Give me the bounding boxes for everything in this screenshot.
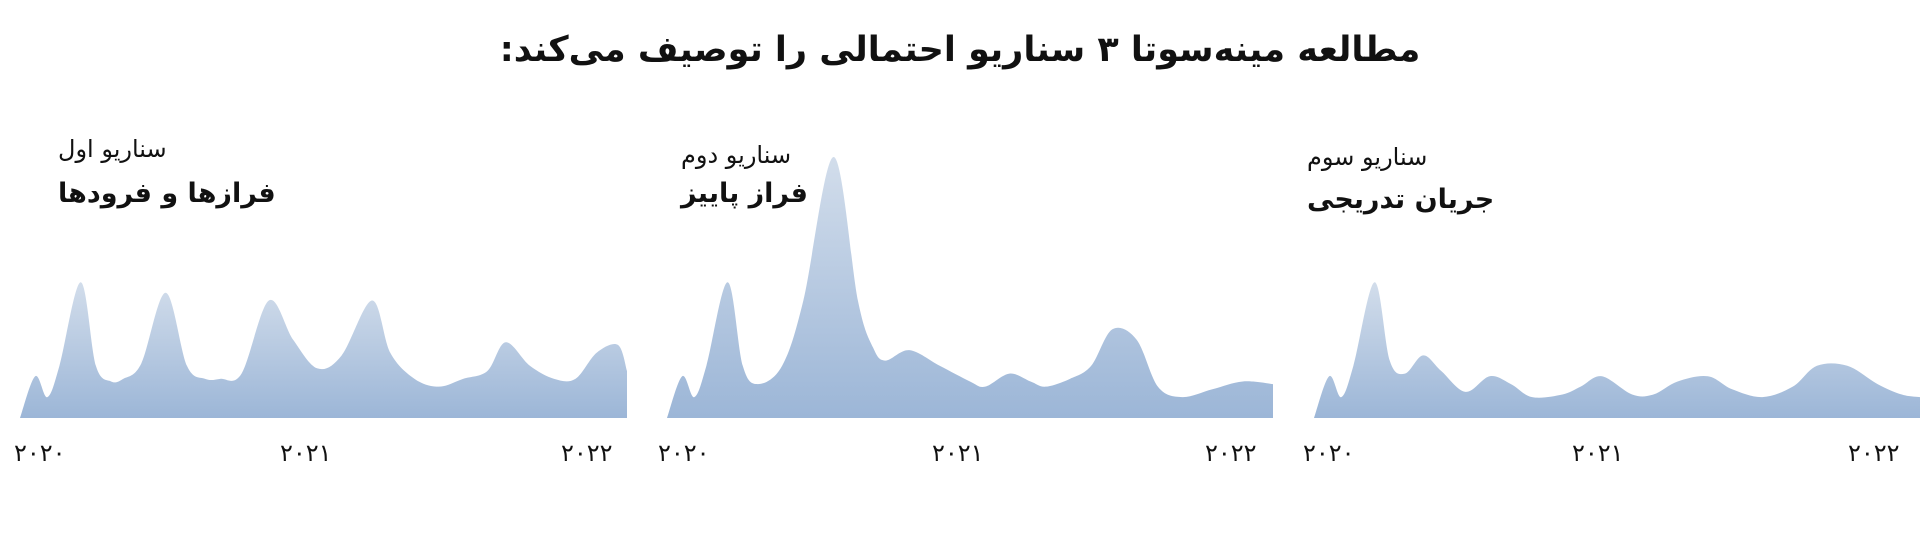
scenario-2-tick-2020: ۲۰۲۰ xyxy=(658,439,710,467)
scenario-3-area xyxy=(1314,282,1920,418)
scenario-3-tick-2020: ۲۰۲۰ xyxy=(1303,439,1355,467)
scenario-2-tick-2021: ۲۰۲۱ xyxy=(932,439,984,467)
scenario-2-subtitle: سناریو دوم xyxy=(681,141,792,169)
scenario-2-tick-2022: ۲۰۲۲ xyxy=(1205,439,1257,467)
scenario-3-name: جریان تدریجی xyxy=(1307,184,1495,215)
scenario-1-subtitle: سناریو اول xyxy=(58,135,167,163)
scenario-3-tick-2021: ۲۰۲۱ xyxy=(1572,439,1624,467)
scenario-1-tick-2021: ۲۰۲۱ xyxy=(280,439,332,467)
scenario-2-area xyxy=(667,157,1273,418)
scenario-1-name: فرازها و فرودها xyxy=(58,178,276,209)
scenario-3-subtitle: سناریو سوم xyxy=(1307,143,1428,171)
scenario-1-area xyxy=(20,282,627,418)
scenario-1-tick-2022: ۲۰۲۲ xyxy=(561,439,613,467)
scenario-2-name: فراز پاییز xyxy=(681,178,808,209)
page-title: مطالعه مینه‌سوتا ۳ سناریو احتمالی را توص… xyxy=(499,30,1421,70)
scenario-3-tick-2022: ۲۰۲۲ xyxy=(1848,439,1900,467)
scenario-1-tick-2020: ۲۰۲۰ xyxy=(14,439,66,467)
